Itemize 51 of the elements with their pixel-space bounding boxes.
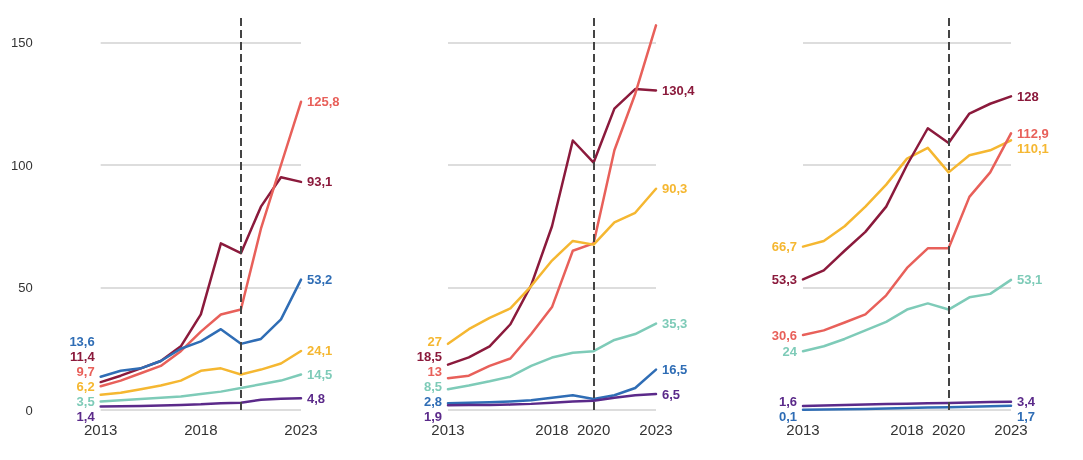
data-label: 93,1 bbox=[307, 174, 333, 190]
data-label: 24 bbox=[782, 343, 798, 359]
x-tick-label: 2023 bbox=[284, 421, 318, 438]
data-label: 11,4 bbox=[70, 348, 96, 364]
data-label: 53,3 bbox=[771, 271, 797, 287]
data-label: 14,5 bbox=[307, 366, 333, 382]
x-tick-label: 2018 bbox=[535, 421, 569, 438]
data-label: 53,2 bbox=[307, 272, 333, 288]
data-label: 18,5 bbox=[416, 348, 442, 364]
y-tick-label: 50 bbox=[18, 280, 33, 295]
data-label: 9,7 bbox=[76, 363, 95, 379]
data-label: 13 bbox=[427, 363, 442, 379]
data-label: 16,5 bbox=[662, 362, 688, 378]
data-label: 110,1 bbox=[1017, 140, 1049, 156]
x-tick-label: 2018 bbox=[184, 421, 218, 438]
x-tick-label: 2018 bbox=[890, 421, 924, 438]
data-label: 53,1 bbox=[1017, 272, 1043, 288]
data-label: 30,6 bbox=[771, 327, 797, 343]
line-series bbox=[99, 100, 303, 388]
data-label: 1,7 bbox=[1017, 408, 1036, 424]
data-label: 2,8 bbox=[423, 393, 442, 409]
line-series bbox=[99, 349, 303, 397]
data-label: 1,4 bbox=[76, 408, 96, 424]
data-label: 27 bbox=[427, 333, 442, 349]
data-label: 112,9 bbox=[1017, 125, 1049, 141]
x-tick-label: 2020 bbox=[576, 421, 611, 438]
y-tick-label: 0 bbox=[25, 402, 33, 418]
data-label: 24,1 bbox=[307, 343, 333, 359]
x-tick-label: 2020 bbox=[931, 421, 966, 438]
data-label: 6,5 bbox=[662, 386, 681, 402]
data-label: 125,8 bbox=[307, 94, 340, 110]
line-series bbox=[99, 278, 303, 378]
data-label: 1,9 bbox=[423, 408, 442, 424]
data-label: 3,4 bbox=[1017, 393, 1036, 409]
data-label: 3,5 bbox=[76, 393, 95, 409]
data-label: 13,6 bbox=[69, 333, 95, 349]
data-label: 4,8 bbox=[307, 390, 326, 406]
data-label: 90,3 bbox=[662, 181, 688, 197]
data-label: 8,5 bbox=[423, 378, 442, 394]
line-series bbox=[99, 396, 303, 408]
data-label: 35,3 bbox=[662, 316, 688, 332]
data-label: 66,7 bbox=[771, 239, 797, 255]
data-label: 130,4 bbox=[662, 83, 696, 99]
x-tick-label: 2023 bbox=[639, 421, 673, 438]
data-label: 0,1 bbox=[778, 408, 797, 424]
data-label: 128 bbox=[1017, 88, 1039, 104]
y-tick-label: 100 bbox=[10, 157, 33, 173]
data-label: 1,6 bbox=[778, 393, 797, 409]
data-label: 6,2 bbox=[76, 378, 95, 394]
y-tick-label: 150 bbox=[10, 35, 33, 50]
line-series bbox=[99, 373, 303, 403]
